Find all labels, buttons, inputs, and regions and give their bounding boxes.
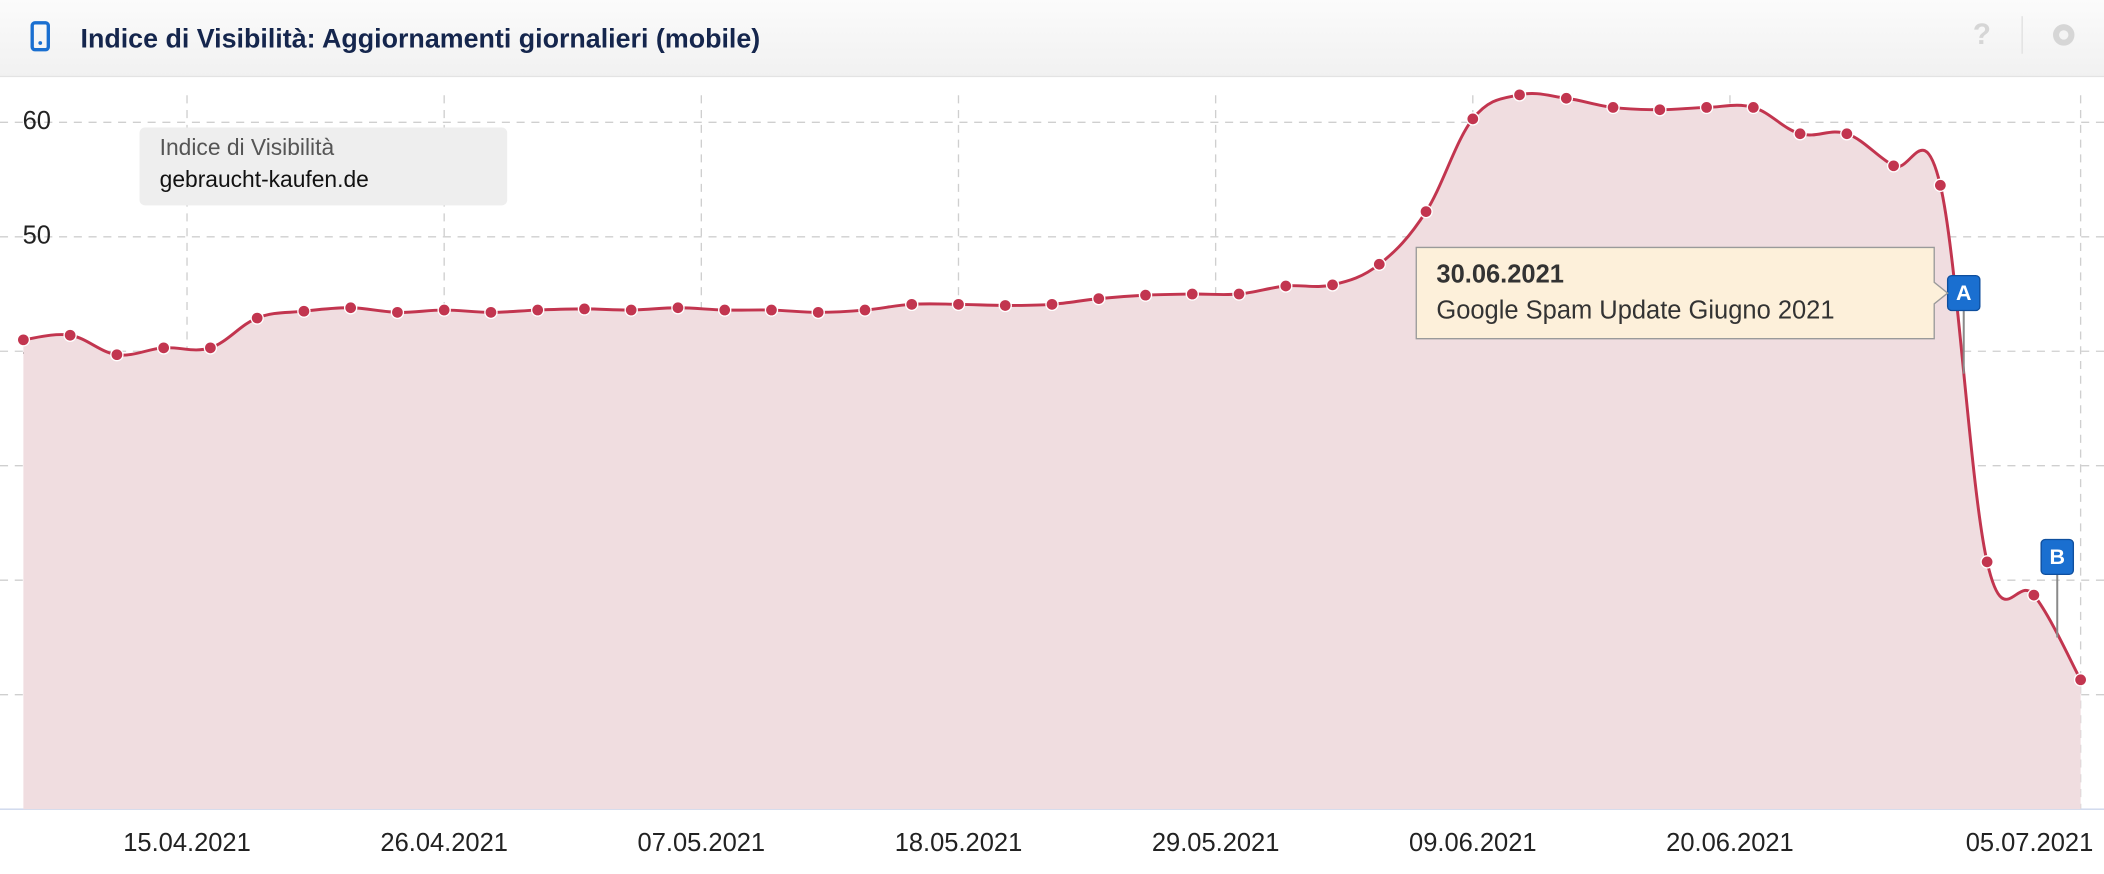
data-point	[2073, 673, 2088, 687]
data-point	[1559, 91, 1574, 105]
x-tick-label: 26.04.2021	[380, 829, 508, 857]
data-point	[1279, 279, 1293, 293]
x-tick-label: 07.05.2021	[638, 829, 766, 857]
x-tick-label: 29.05.2021	[1152, 829, 1280, 857]
legend-entry: gebraucht-kaufen.de	[160, 166, 369, 192]
data-point	[1793, 127, 1807, 141]
data-point	[1232, 287, 1246, 301]
data-point	[437, 303, 451, 317]
data-point	[1980, 555, 1994, 569]
data-point	[16, 333, 31, 347]
data-point	[297, 304, 311, 318]
flag-label: A	[1956, 281, 1972, 305]
data-point	[1933, 178, 1948, 192]
phone-icon	[30, 21, 50, 52]
data-point	[1419, 204, 1433, 219]
data-point	[390, 305, 405, 320]
data-point	[2027, 588, 2041, 602]
y-tick-label: 60	[23, 107, 51, 135]
data-point	[1466, 112, 1480, 126]
flag-label: B	[2049, 545, 2065, 569]
data-point	[1372, 257, 1386, 271]
tooltip-date: 30.06.2021	[1436, 260, 1564, 288]
x-tick-label: 05.07.2021	[1966, 829, 2094, 857]
header-bar	[0, 0, 2104, 77]
data-point	[1512, 88, 1527, 102]
chart-title: Indice di Visibilità: Aggiornamenti gior…	[81, 23, 761, 53]
data-point	[811, 305, 825, 320]
data-point	[484, 305, 498, 320]
data-point	[764, 303, 779, 317]
y-tick-label: 50	[23, 222, 51, 250]
data-point	[624, 303, 638, 317]
data-point	[1746, 100, 1761, 115]
data-point	[718, 303, 732, 317]
data-point	[156, 341, 171, 355]
x-tick-label: 20.06.2021	[1666, 829, 1794, 857]
data-point	[203, 341, 218, 355]
data-point	[110, 347, 124, 362]
legend-title: Indice di Visibilità	[160, 134, 335, 160]
x-tick-label: 15.04.2021	[123, 829, 251, 857]
data-point	[951, 297, 966, 312]
data-point	[998, 298, 1012, 313]
data-point	[905, 297, 919, 312]
data-point	[343, 301, 358, 315]
data-point	[671, 301, 685, 315]
data-point	[63, 328, 77, 342]
flag	[2040, 538, 2075, 576]
tooltip-box	[1415, 246, 1949, 340]
x-tick-label: 18.05.2021	[895, 829, 1023, 857]
data-point	[1606, 100, 1620, 115]
help-icon[interactable]: ?	[1973, 18, 1991, 51]
data-point	[1185, 287, 1199, 301]
data-point	[1699, 100, 1714, 115]
data-point	[1092, 291, 1106, 306]
data-point	[1653, 103, 1667, 117]
data-point	[250, 311, 264, 325]
tooltip-text: Google Spam Update Giugno 2021	[1436, 297, 1834, 325]
data-point	[858, 303, 872, 317]
data-point	[577, 302, 592, 316]
data-point	[1045, 297, 1059, 312]
data-point	[1325, 278, 1340, 292]
x-tick-label: 09.06.2021	[1409, 829, 1537, 857]
data-point	[1840, 127, 1854, 141]
legend-box	[139, 127, 508, 206]
settings-icon[interactable]	[2053, 24, 2075, 46]
data-point	[530, 303, 545, 317]
data-point	[1886, 159, 1901, 173]
data-point	[1138, 288, 1153, 302]
